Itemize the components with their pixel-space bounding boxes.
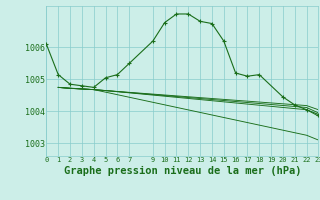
X-axis label: Graphe pression niveau de la mer (hPa): Graphe pression niveau de la mer (hPa) bbox=[64, 166, 301, 176]
